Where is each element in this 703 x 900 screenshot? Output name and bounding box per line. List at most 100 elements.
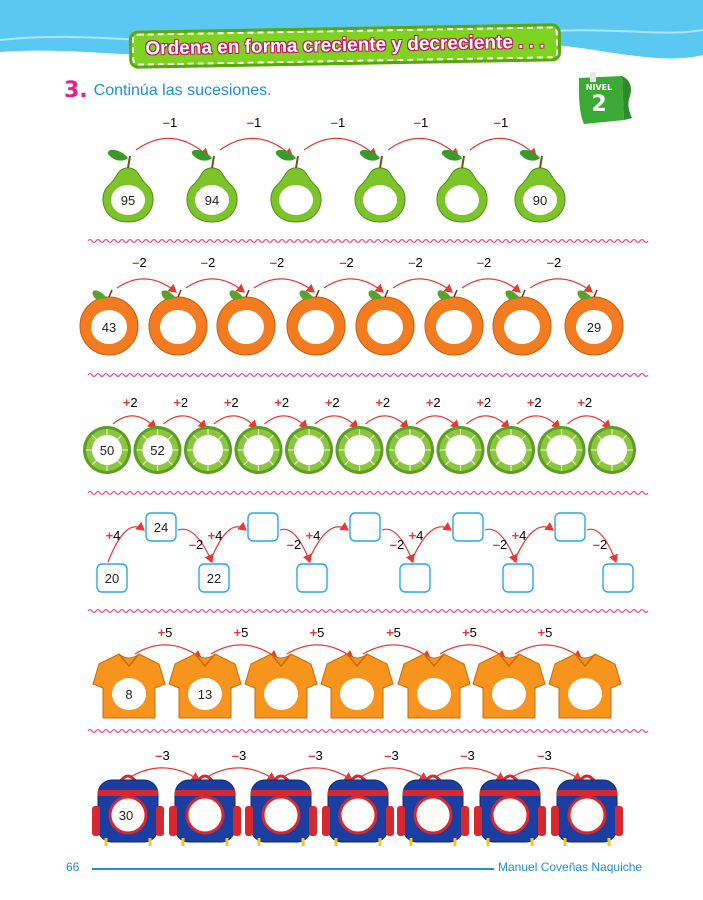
answer-slot <box>160 310 196 344</box>
exercise-number: 3. <box>64 78 88 103</box>
step-label: +2 <box>123 395 138 410</box>
answer-slot <box>193 435 223 465</box>
lime-value: 52 <box>150 443 164 458</box>
shirt-value: 8 <box>125 687 132 702</box>
sequence-row-backpacks: 30 –3 –3 –3 –3 –3 –3 <box>92 748 623 846</box>
answer-slot <box>108 795 148 835</box>
wavy-divider <box>87 728 649 734</box>
level-label: NIVEL <box>585 83 613 92</box>
answer-slot <box>188 678 222 710</box>
up-arrow <box>410 521 452 563</box>
answer-slot <box>395 435 425 465</box>
top-value: 24 <box>154 520 168 535</box>
up-arrow <box>209 521 247 563</box>
down-arrow <box>586 528 618 564</box>
up-label: +4 <box>106 528 121 543</box>
down-label: –2 <box>287 537 301 552</box>
down-arrow <box>177 528 214 564</box>
bottom-value: 22 <box>207 571 221 586</box>
answer-box-top <box>349 512 381 542</box>
level-badge: NIVEL 2 <box>576 72 634 130</box>
answer-box-bottom <box>399 563 431 593</box>
bottom-value: 20 <box>105 571 119 586</box>
step-label: +5 <box>538 625 553 640</box>
step-arrow <box>323 278 384 293</box>
answer-box-bottom <box>96 563 128 593</box>
answer-slot <box>490 795 530 835</box>
wavy-divider <box>87 490 649 496</box>
down-arrow <box>381 528 415 564</box>
step-arrow <box>516 415 561 429</box>
step-arrow <box>264 415 308 429</box>
step-arrow <box>361 767 428 781</box>
answer-slot <box>298 310 334 344</box>
answer-slot <box>279 185 313 215</box>
step-arrow <box>436 767 506 781</box>
step-label: –2 <box>339 255 353 270</box>
answer-slot <box>436 310 472 344</box>
shirt-value: 13 <box>198 687 212 702</box>
answer-box-top <box>452 512 484 542</box>
answer-box-bottom <box>296 563 328 593</box>
step-label: +2 <box>325 395 340 410</box>
sequence-row-shirts: 8 +5 13 +5 +5 +5 +5 +5 <box>92 625 622 719</box>
step-arrow <box>213 415 258 429</box>
step-label: +2 <box>426 395 441 410</box>
answer-slot <box>413 795 453 835</box>
step-arrow <box>135 137 209 157</box>
up-label: +4 <box>512 528 527 543</box>
step-label: –2 <box>477 255 491 270</box>
answer-slot <box>523 185 557 215</box>
step-label: –2 <box>408 255 422 270</box>
step-label: –3 <box>384 748 398 763</box>
step-arrow <box>461 278 521 293</box>
answer-slot <box>567 795 607 835</box>
pear-value: 90 <box>533 193 547 208</box>
answer-slot <box>445 185 479 215</box>
step-label: –3 <box>232 748 246 763</box>
wavy-divider <box>87 608 649 614</box>
step-arrow <box>392 278 453 293</box>
sequence-row-pears: 95 –1 94 –1 –1 –1 –1 90 <box>102 115 566 223</box>
step-arrow <box>303 137 377 157</box>
author-name: Manuel Coveñas Naquiche <box>498 860 643 874</box>
answer-box-top <box>554 512 586 542</box>
wavy-divider <box>87 372 649 378</box>
up-arrow <box>107 521 145 563</box>
step-label: +2 <box>173 395 188 410</box>
step-label: +2 <box>476 395 491 410</box>
pear-value: 95 <box>121 193 135 208</box>
answer-slot <box>112 678 146 710</box>
answer-slot <box>142 435 173 465</box>
answer-box-bottom <box>502 563 534 593</box>
step-label: +5 <box>234 625 249 640</box>
exercise-instruction: 3. Continúa las sucesiones. <box>64 78 272 103</box>
step-label: –1 <box>494 115 508 130</box>
level-number: 2 <box>591 92 607 117</box>
instruction-text: Continúa las sucesiones. <box>93 81 272 99</box>
step-arrow <box>469 137 537 157</box>
down-arrow <box>279 528 312 564</box>
answer-box-top <box>145 512 177 542</box>
answer-slot <box>185 795 225 835</box>
down-label: –2 <box>390 537 404 552</box>
step-label: +5 <box>310 625 325 640</box>
level-badge-icon <box>578 72 632 124</box>
answer-slot <box>91 310 127 344</box>
answer-slot <box>264 678 298 710</box>
step-arrow <box>112 415 157 429</box>
step-arrow <box>284 767 354 781</box>
answer-slot <box>492 678 526 710</box>
answer-box-bottom <box>602 563 634 593</box>
answer-slot <box>367 310 403 344</box>
wavy-divider <box>87 238 649 244</box>
answer-slot <box>195 185 229 215</box>
step-arrow <box>567 415 611 429</box>
answer-slot <box>338 795 378 835</box>
answer-slot <box>92 435 122 465</box>
step-label: +2 <box>224 395 239 410</box>
answer-slot <box>504 310 540 344</box>
up-arrow <box>513 521 554 563</box>
step-label: –2 <box>270 255 284 270</box>
down-label: –2 <box>493 537 507 552</box>
